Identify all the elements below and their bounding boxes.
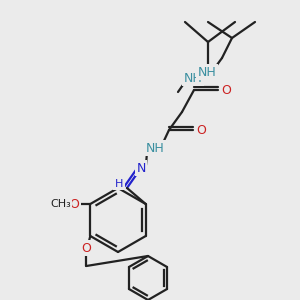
Text: CH₃: CH₃ — [50, 199, 71, 209]
Text: N: N — [136, 161, 146, 175]
Text: NH: NH — [184, 71, 202, 85]
Text: O: O — [196, 124, 206, 136]
Text: H: H — [115, 179, 123, 189]
Text: O: O — [69, 197, 79, 211]
Text: NH: NH — [146, 142, 164, 154]
Text: O: O — [81, 242, 91, 254]
Text: O: O — [221, 83, 231, 97]
Text: NH: NH — [198, 65, 216, 79]
